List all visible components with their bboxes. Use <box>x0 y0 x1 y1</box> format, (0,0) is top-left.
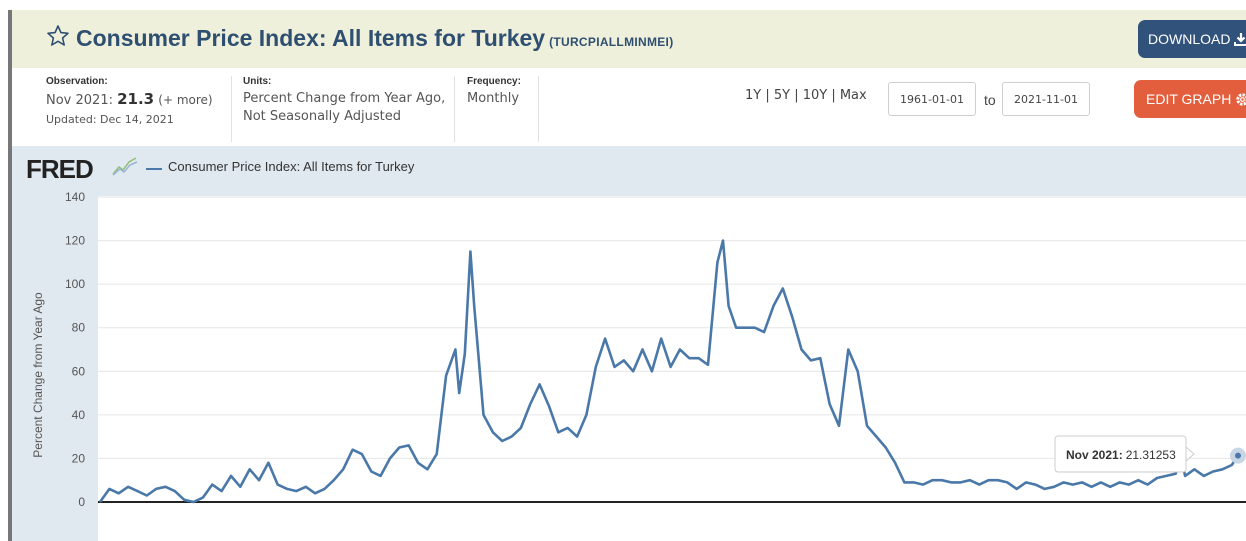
start-date-input[interactable]: 1961-01-01 <box>888 82 976 116</box>
series-layer <box>98 239 1246 504</box>
gear-icon <box>1236 92 1246 106</box>
units-line-2: Not Seasonally Adjusted <box>243 109 401 124</box>
download-button[interactable]: DOWNLOAD <box>1138 20 1246 58</box>
y-tick-label: 120 <box>65 234 85 248</box>
y-tick-label: 140 <box>65 190 85 204</box>
y-tick-label: 80 <box>72 321 86 335</box>
fred-logo-chart-icon <box>112 157 138 176</box>
units-label: Units: <box>243 76 272 87</box>
series-title-text: Consumer Price Index: All Items for Turk… <box>76 25 546 51</box>
download-label: DOWNLOAD <box>1148 31 1231 47</box>
edit-graph-label: EDIT GRAPH <box>1146 91 1232 107</box>
units-block: Units: Percent Change from Year Ago, Not… <box>243 76 455 142</box>
tooltip-pointer <box>1185 445 1195 463</box>
legend-swatch <box>146 168 162 170</box>
star-icon[interactable] <box>46 24 70 48</box>
gridlines <box>98 196 1246 503</box>
fred-logo: FRED <box>26 154 94 184</box>
observation-value: 21.3 <box>117 90 155 108</box>
frequency-block: Frequency: Monthly <box>467 76 539 142</box>
legend-label: Consumer Price Index: All Items for Turk… <box>168 159 415 174</box>
y-tick-label: 40 <box>72 408 86 422</box>
frequency-label: Frequency: <box>467 76 521 87</box>
y-tick-labels: 140 120 100 80 60 40 20 0 <box>65 190 85 509</box>
edit-graph-button[interactable]: EDIT GRAPH <box>1134 80 1246 118</box>
observation-label: Observation: <box>46 76 108 87</box>
range-links[interactable]: 1Y | 5Y | 10Y | Max <box>745 88 867 103</box>
top-band <box>0 0 1246 10</box>
plot-area <box>98 196 1246 541</box>
chart-panel: FRED Consumer Price Index: All Items for… <box>12 146 1246 541</box>
tooltip-value: 21.31253 <box>1126 448 1176 462</box>
observation-more-link[interactable]: (+ more) <box>158 93 213 107</box>
y-tick-label: 60 <box>72 364 86 378</box>
series-line[interactable] <box>98 239 1240 504</box>
units-line-1: Percent Change from Year Ago, <box>243 91 446 106</box>
title-bar: Consumer Price Index: All Items for Turk… <box>12 10 1246 69</box>
to-label: to <box>984 92 996 108</box>
tooltip-text: Nov 2021: 21.31253 <box>1066 448 1176 462</box>
tooltip: Nov 2021: 21.31253 <box>1054 435 1195 473</box>
end-date-input[interactable]: 2021-11-01 <box>1002 82 1090 116</box>
hover-point[interactable] <box>1235 452 1241 459</box>
tooltip-label: Nov 2021: <box>1066 448 1123 462</box>
frequency-value: Monthly <box>467 91 520 106</box>
line-chart[interactable]: 140 120 100 80 60 40 20 0 Percent Change from Y… <box>12 146 1246 541</box>
download-icon <box>1234 33 1246 46</box>
updated-date: Updated: Dec 14, 2021 <box>46 113 174 126</box>
y-axis-label: Percent Change from Year Ago <box>31 292 45 458</box>
observation-line: Nov 2021: 21.3 (+ more) <box>46 90 231 110</box>
observation-date: Nov 2021: <box>46 93 113 108</box>
left-border <box>8 10 12 541</box>
y-tick-label: 100 <box>65 277 85 291</box>
y-tick-label: 20 <box>72 451 86 465</box>
series-id: (TURCPIALLMINMEI) <box>549 35 674 49</box>
observation-block: Observation: Nov 2021: 21.3 (+ more) Upd… <box>46 76 232 142</box>
page-title: Consumer Price Index: All Items for Turk… <box>76 25 674 52</box>
y-tick-label: 0 <box>78 495 85 509</box>
metadata-bar: Observation: Nov 2021: 21.3 (+ more) Upd… <box>12 68 1246 146</box>
